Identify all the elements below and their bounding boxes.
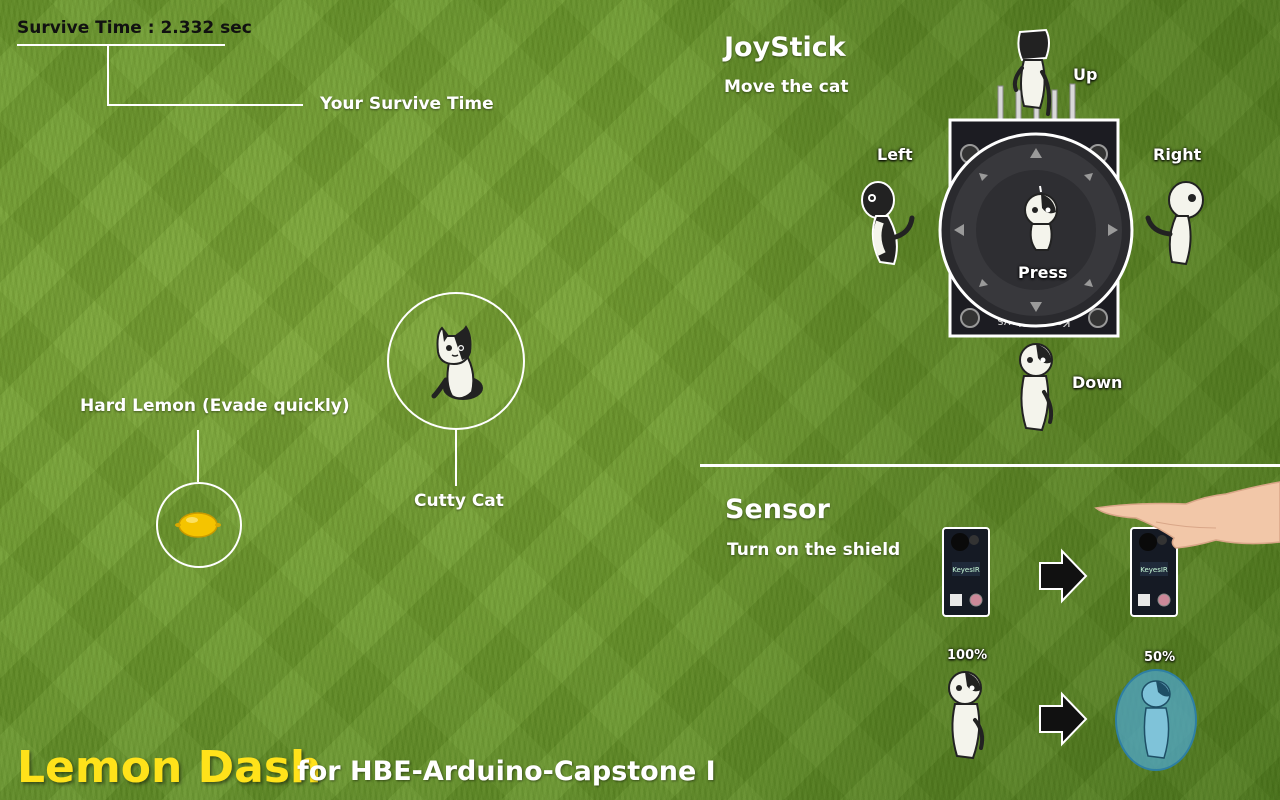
lemon-callout-line xyxy=(197,430,199,482)
ir-sensor-active-icon: KeyesIR xyxy=(1130,527,1178,617)
shield-full-label: 100% xyxy=(947,648,988,663)
game-subtitle: for HBE-Arduino-Capstone I xyxy=(297,756,716,787)
ir-sensor-icon: KeyesIR xyxy=(942,527,990,617)
joystick-left-label: Left xyxy=(877,145,913,164)
lemon-highlight-circle xyxy=(156,482,242,568)
survive-callout-label: Your Survive Time xyxy=(320,94,494,114)
arrow-right-icon xyxy=(1039,548,1088,604)
cat-right-icon xyxy=(1145,181,1204,266)
survive-callout-line-v xyxy=(107,44,109,106)
arrow-right-icon-2 xyxy=(1039,691,1088,747)
joystick-up-label: Up xyxy=(1073,65,1098,84)
sensor-board-text-1: KeyesIR xyxy=(952,566,980,574)
cat-icon xyxy=(431,325,483,400)
survive-underline xyxy=(17,44,225,46)
lemon-label: Hard Lemon (Evade quickly) xyxy=(80,396,350,416)
joystick-down-label: Down xyxy=(1072,373,1123,392)
joystick-right-label: Right xyxy=(1153,145,1202,164)
cat-highlight-circle xyxy=(387,292,525,430)
game-title: Lemon Dash xyxy=(17,742,322,793)
lemon-icon xyxy=(175,512,221,538)
shielded-cat-icon xyxy=(1115,669,1197,771)
sensor-heading: Sensor xyxy=(725,494,830,525)
cat-press-icon xyxy=(1024,185,1058,251)
cat-left-icon xyxy=(861,181,915,266)
cat-label: Cutty Cat xyxy=(414,491,504,511)
survive-time-display: Survive Time : 2.332 sec xyxy=(17,18,252,38)
section-divider xyxy=(700,464,1280,467)
survive-callout-line-h xyxy=(107,104,303,106)
sensor-subtitle: Turn on the shield xyxy=(727,540,901,560)
cat-callout-line xyxy=(455,430,457,486)
joystick-heading: JoyStick xyxy=(724,32,846,63)
cat-down-icon xyxy=(1019,343,1054,432)
cat-up-icon xyxy=(1012,28,1052,116)
joystick-press-label: Press xyxy=(1018,263,1068,282)
joystick-subtitle: Move the cat xyxy=(724,77,849,97)
cat-normal-icon xyxy=(948,671,985,760)
shield-half-label: 50% xyxy=(1144,650,1176,665)
hand-icon xyxy=(1094,481,1280,549)
sensor-board-text-2: KeyesIR xyxy=(1140,566,1168,574)
